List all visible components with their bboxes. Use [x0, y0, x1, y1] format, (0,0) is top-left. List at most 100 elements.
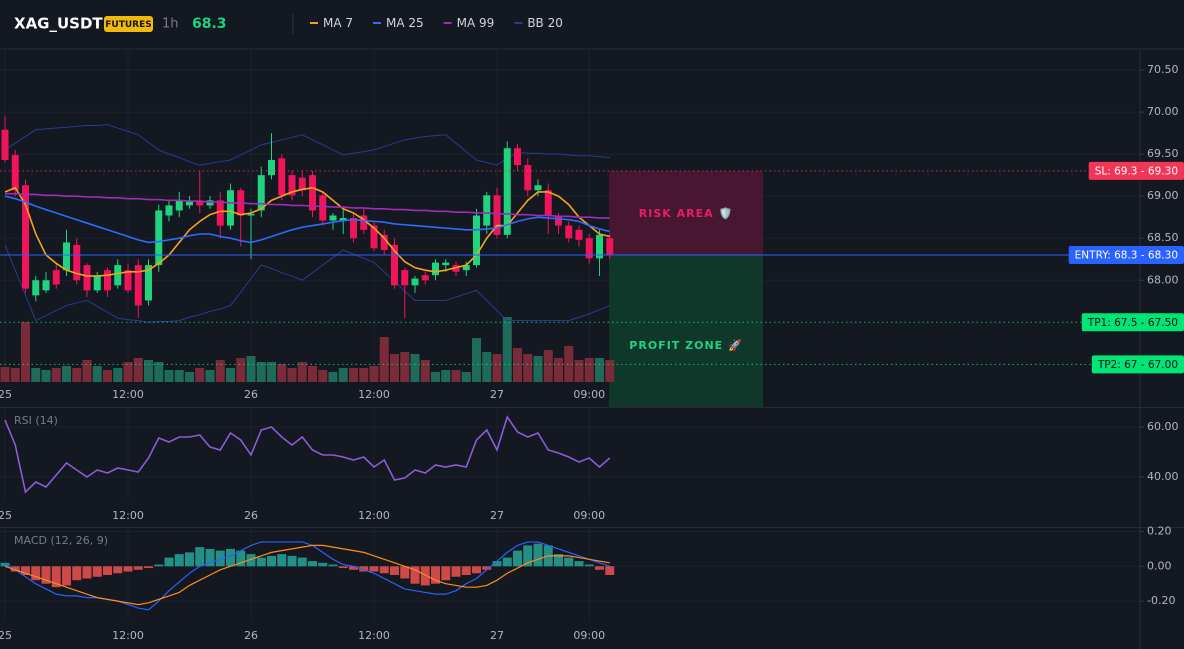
histogram-bar: [564, 557, 574, 567]
histogram-bar: [195, 547, 205, 567]
volume-bar: [236, 358, 246, 382]
badge-bg: [104, 16, 153, 32]
volume-bar: [277, 364, 287, 382]
volume-bar: [379, 337, 389, 382]
panel-title: MACD (12, 26, 9): [14, 534, 108, 547]
y-tick-label: 70.50: [1147, 63, 1179, 76]
histogram-bar: [21, 566, 30, 575]
volume-bar: [174, 370, 184, 382]
candle-body: [104, 270, 111, 291]
histogram-bar: [123, 566, 133, 572]
candle-body: [473, 215, 480, 266]
candle-body: [329, 215, 337, 221]
panel-title: RSI (14): [14, 414, 58, 427]
histogram-bar: [256, 557, 266, 567]
histogram-bar: [297, 557, 307, 567]
histogram-bar: [523, 545, 533, 567]
histogram-bar: [379, 566, 389, 574]
level-tag: [1091, 355, 1184, 374]
volume-bar: [41, 370, 51, 382]
volume-bar: [543, 350, 553, 382]
candle-body: [196, 200, 204, 206]
volume-bar: [92, 366, 102, 382]
volume-bar: [133, 358, 143, 382]
candle-body: [165, 205, 173, 216]
histogram-bar: [359, 566, 369, 572]
x-tick-label: 12:00: [112, 509, 144, 522]
level-tag: [1068, 246, 1184, 265]
histogram-bar: [113, 566, 123, 574]
volume-bar: [595, 358, 604, 382]
risk-zone-label: RISK AREA 🛡️: [639, 207, 733, 220]
volume-bar: [564, 346, 574, 382]
candle-body: [278, 158, 286, 196]
histogram-bar: [174, 554, 184, 567]
volume-bar: [349, 368, 358, 382]
y-tick-label: 40.00: [1147, 470, 1179, 483]
candle-body: [401, 270, 409, 286]
candle-body: [606, 238, 614, 256]
candle-body: [514, 148, 521, 166]
candle-body: [145, 265, 152, 301]
histogram-bar: [441, 566, 451, 581]
x-tick-label: 12:00: [358, 509, 390, 522]
histogram-bar: [451, 566, 461, 577]
y-tick-label: 68.50: [1147, 231, 1179, 244]
volume-bar: [554, 358, 563, 382]
level-tag: [1081, 313, 1184, 332]
volume-bar: [226, 368, 235, 382]
y-tick-label: 0.20: [1147, 524, 1172, 537]
volume-bar: [256, 362, 266, 382]
histogram-bar: [410, 566, 420, 584]
y-tick-label: 70.00: [1147, 105, 1179, 118]
volume-bar: [584, 358, 594, 382]
candle-body: [483, 195, 491, 226]
histogram-bar: [31, 566, 41, 581]
candle-body: [175, 200, 183, 211]
histogram-bar: [318, 562, 328, 567]
level-tag-label: TP1: 67.5 - 67.50: [1087, 317, 1178, 329]
histogram-bar: [472, 566, 481, 574]
level-tag-label: TP2: 67 - 67.00: [1097, 359, 1178, 371]
candle-body: [288, 175, 296, 196]
interval: 1h: [162, 17, 179, 32]
x-tick-label: 09:00: [573, 388, 605, 401]
volume-bar: [451, 370, 461, 382]
candle-body: [544, 190, 552, 216]
candle-body: [432, 262, 439, 276]
volume-bar: [318, 370, 328, 382]
candle-body: [380, 234, 388, 250]
x-tick-label: 12:00: [112, 629, 144, 642]
histogram-bar: [236, 550, 246, 567]
y-tick-label: -0.20: [1147, 594, 1175, 607]
histogram-bar: [461, 566, 471, 575]
volume-bar: [31, 368, 41, 382]
candle-body: [93, 275, 101, 291]
candle-body: [268, 160, 275, 176]
candle-body: [391, 244, 398, 286]
histogram-bar: [584, 564, 594, 567]
histogram-bar: [338, 566, 348, 569]
candle-body: [370, 225, 378, 249]
candle-body: [555, 215, 562, 226]
y-tick-label: 68.00: [1147, 273, 1179, 286]
histogram-bar: [226, 548, 235, 567]
volume-bar: [195, 368, 205, 382]
level-tag-label: ENTRY: 68.3 - 68.30: [1075, 250, 1178, 262]
histogram-bar: [41, 566, 51, 584]
volume-bar: [390, 354, 399, 382]
x-tick-label: 12:00: [358, 629, 390, 642]
volume-bar: [492, 354, 502, 382]
volume-bar: [103, 370, 112, 382]
candle-body: [227, 190, 234, 226]
volume-bar: [523, 354, 533, 382]
volume-bar: [144, 360, 153, 382]
x-tick-label: 25: [0, 509, 12, 522]
histogram-bar: [420, 566, 430, 586]
candle-body: [575, 229, 583, 240]
volume-bar: [533, 356, 543, 382]
x-tick-label: 27: [490, 388, 504, 401]
histogram-bar: [144, 566, 153, 569]
